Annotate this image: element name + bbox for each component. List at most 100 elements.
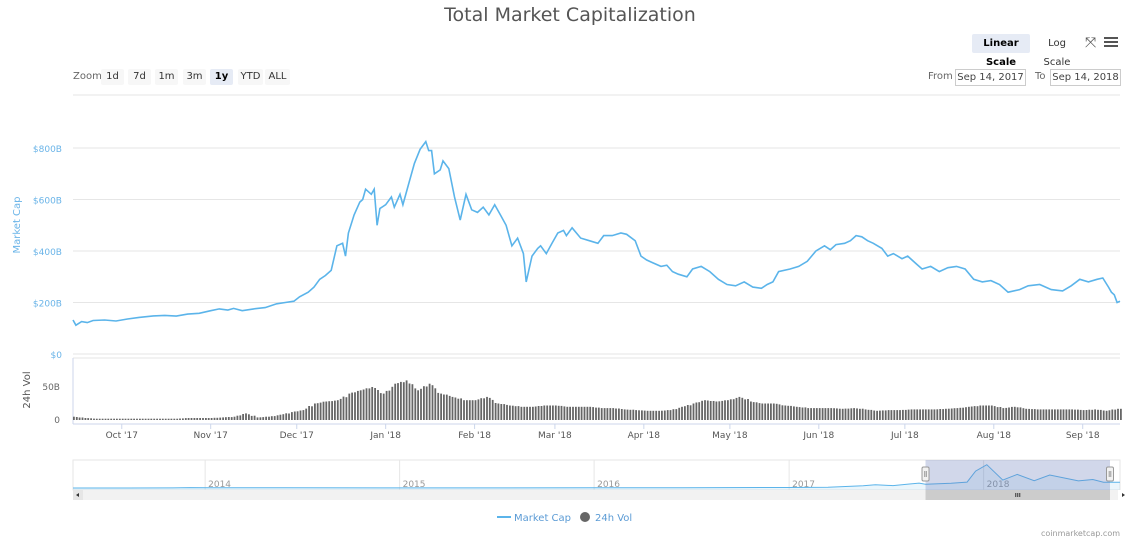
- volume-bar: [1008, 407, 1010, 420]
- navigator[interactable]: [72, 459, 1121, 491]
- volume-bar: [1111, 409, 1114, 420]
- volume-bar: [227, 417, 230, 420]
- volume-bar: [603, 408, 606, 420]
- scrollbar-track[interactable]: [73, 490, 1120, 500]
- volume-bar: [288, 413, 290, 420]
- navigator-selection-mask[interactable]: [925, 460, 1110, 490]
- volume-bar: [199, 418, 201, 420]
- volume-bar: [362, 389, 365, 420]
- navigator-left-handle[interactable]: [921, 466, 930, 482]
- to-date-input[interactable]: Sep 14, 2018: [1050, 69, 1121, 86]
- volume-bar: [945, 408, 947, 420]
- volume-bar: [572, 406, 574, 420]
- volume-bar: [428, 383, 431, 420]
- volume-bar: [620, 409, 623, 420]
- volume-bar: [460, 398, 462, 420]
- legend-item-market-cap[interactable]: Market Cap: [497, 513, 571, 524]
- volume-bar: [612, 408, 615, 420]
- volume-bar: [339, 398, 342, 420]
- volume-bar: [136, 418, 138, 420]
- volume-bar: [365, 388, 368, 420]
- volume-bar: [658, 410, 660, 420]
- zoom-button-all[interactable]: ALL: [265, 69, 290, 85]
- volume-bar: [93, 418, 95, 420]
- zoom-button-1y[interactable]: 1y: [210, 69, 233, 85]
- volume-bar: [1054, 409, 1056, 420]
- volume-bar: [359, 390, 362, 420]
- volume-bar: [245, 413, 247, 420]
- log-scale-button[interactable]: Log Scale: [1043, 38, 1071, 68]
- volume-bar: [761, 403, 764, 420]
- fullscreen-icon[interactable]: ⤧: [1085, 35, 1097, 51]
- legend-label-market-cap: Market Cap: [514, 513, 571, 524]
- volume-bar: [985, 405, 987, 420]
- volume-bar: [1036, 409, 1039, 420]
- volume-bar: [159, 418, 161, 420]
- volume-bar: [98, 418, 101, 420]
- volume-bar: [661, 410, 663, 420]
- volume-bar: [692, 403, 695, 420]
- volume-bar: [632, 409, 635, 420]
- from-date-input[interactable]: Sep 14, 2017: [955, 69, 1026, 86]
- volume-bar: [196, 418, 199, 420]
- volume-bar: [471, 400, 474, 420]
- zoom-button-ytd[interactable]: YTD: [238, 69, 263, 85]
- volume-bar: [956, 408, 959, 420]
- zoom-button-3m[interactable]: 3m: [183, 69, 206, 85]
- volume-bar: [600, 408, 603, 420]
- volume-bar: [497, 403, 500, 420]
- credit-link[interactable]: coinmarketcap.com: [1041, 529, 1120, 538]
- volume-bar: [225, 417, 227, 420]
- x-tick-label: Feb '18: [458, 431, 491, 441]
- volume-bar: [887, 410, 890, 420]
- volume-bar: [500, 404, 503, 420]
- volume-bar: [279, 414, 282, 420]
- volume-bar: [1094, 409, 1096, 420]
- volume-bar: [721, 400, 724, 420]
- volume-bar: [113, 418, 115, 420]
- linear-scale-button[interactable]: Linear Scale: [972, 34, 1030, 68]
- navigator-right-handle[interactable]: [1106, 466, 1114, 482]
- volume-bar: [595, 407, 597, 420]
- volume-bar: [336, 400, 339, 420]
- volume-bar: [695, 402, 698, 420]
- hamburger-menu-icon[interactable]: [1104, 36, 1118, 47]
- volume-bar: [681, 406, 683, 420]
- volume-bar: [420, 388, 422, 420]
- volume-bar: [1039, 409, 1042, 420]
- volume-bar: [1097, 409, 1099, 420]
- volume-bar: [210, 418, 213, 420]
- volume-bar: [144, 418, 147, 420]
- volume-bar: [884, 410, 887, 420]
- volume-bar: [457, 398, 460, 420]
- volume-bar: [253, 415, 256, 420]
- volume-bar: [890, 410, 893, 420]
- volume-bar: [643, 410, 646, 420]
- volume-bar: [715, 401, 718, 420]
- volume-bar: [618, 408, 620, 420]
- x-tick-label: Aug '18: [977, 431, 1012, 441]
- volume-bar: [118, 418, 121, 420]
- legend-item-volume[interactable]: 24h Vol: [580, 512, 632, 524]
- volume-bar: [1033, 409, 1036, 420]
- volume-bar: [1025, 408, 1028, 420]
- zoom-button-1d[interactable]: 1d: [101, 69, 124, 85]
- volume-bar: [563, 406, 566, 420]
- volume-bar: [844, 408, 847, 420]
- volume-bar: [798, 407, 801, 420]
- volume-bar: [672, 409, 675, 420]
- x-tick-label: Jun '18: [802, 431, 834, 441]
- zoom-button-1m[interactable]: 1m: [155, 69, 178, 85]
- volume-bar: [216, 417, 219, 420]
- volume-bar: [1022, 408, 1025, 420]
- volume-bar: [147, 418, 150, 420]
- volume-bar: [704, 400, 706, 420]
- volume-bar: [758, 403, 761, 420]
- volume-bar: [523, 406, 526, 420]
- volume-bar: [167, 418, 170, 420]
- volume-bar: [867, 409, 870, 420]
- volume-bar: [170, 418, 173, 420]
- zoom-button-7d[interactable]: 7d: [128, 69, 151, 85]
- volume-bar: [273, 416, 276, 420]
